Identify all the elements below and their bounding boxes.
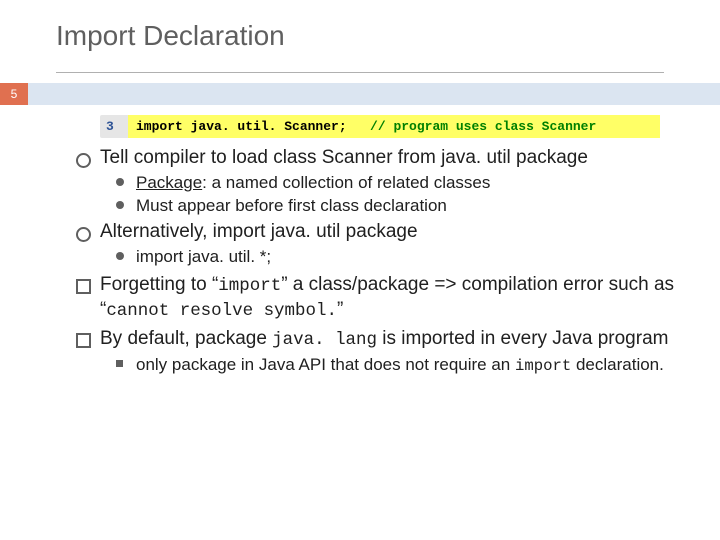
inline-code: import: [218, 276, 281, 296]
sub-bullet-list: Package: a named collection of related c…: [100, 172, 680, 217]
sub-bullet-item: Package: a named collection of related c…: [112, 172, 680, 193]
bullet-text: Tell compiler to load class Scanner from…: [100, 147, 588, 168]
content-region: Tell compiler to load class Scanner from…: [0, 144, 720, 376]
quote-close: ”: [337, 299, 343, 320]
bullet-text: a class/package => compilation error suc…: [288, 274, 675, 295]
code-comment: // program uses class Scanner: [370, 119, 596, 134]
sub-bullet-list: only package in Java API that does not r…: [100, 354, 680, 377]
bullet-text: declaration.: [571, 355, 664, 374]
code-content: import java. util. Scanner; // program u…: [128, 115, 660, 138]
bullet-text: : a named collection of related classes: [202, 173, 490, 192]
title-underline: [56, 72, 664, 73]
code-line-number: 3: [100, 115, 128, 138]
bullet-text: only package in Java API that does not r…: [136, 355, 515, 374]
bullet-text: Must appear before first class declarati…: [136, 196, 447, 215]
title-region: Import Declaration: [0, 0, 720, 64]
slide-number-badge: 5: [0, 83, 28, 105]
bullet-list-squares: Forgetting to “import” a class/package =…: [72, 273, 680, 376]
bullet-text: import java. util. *;: [136, 247, 271, 266]
bullet-item: By default, package java. lang is import…: [72, 327, 680, 376]
bullet-item: Alternatively, import java. util package…: [72, 220, 680, 267]
sub-bullet-list: import java. util. *;: [100, 246, 680, 267]
sub-bullet-item: only package in Java API that does not r…: [112, 354, 680, 377]
code-block: 3 import java. util. Scanner; // program…: [100, 115, 660, 138]
slide-title: Import Declaration: [56, 20, 720, 52]
underlined-term: Package: [136, 173, 202, 192]
bullet-text: Alternatively, import java. util package: [100, 221, 418, 242]
inline-code: import: [515, 357, 571, 375]
bullet-text: By default, package: [100, 328, 272, 349]
sub-bullet-item: Must appear before first class declarati…: [112, 195, 680, 216]
sub-bullet-item: import java. util. *;: [112, 246, 680, 267]
bullet-list-circles: Tell compiler to load class Scanner from…: [72, 146, 680, 267]
bullet-text: is imported in every Java program: [377, 328, 668, 349]
inline-code: cannot resolve symbol.: [106, 301, 337, 321]
bullet-item: Tell compiler to load class Scanner from…: [72, 146, 680, 216]
code-statement: import java. util. Scanner;: [136, 119, 347, 134]
slide-number-bar: [28, 83, 720, 105]
slide-number-row: 5: [0, 83, 720, 105]
bullet-item: Forgetting to “import” a class/package =…: [72, 273, 680, 323]
bullet-text: Forgetting to: [100, 274, 212, 295]
inline-code: java. lang: [272, 330, 377, 350]
